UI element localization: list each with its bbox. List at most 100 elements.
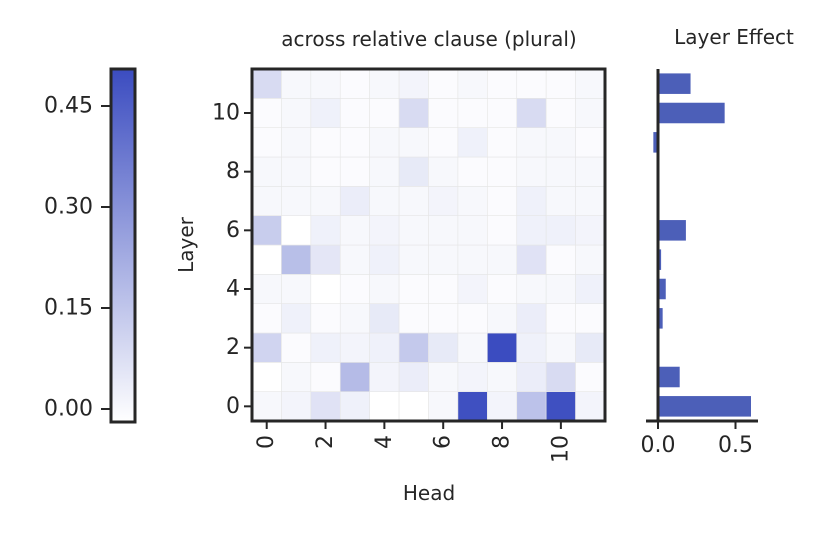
heatmap-cell	[339, 332, 370, 363]
heatmap-cell	[369, 362, 400, 392]
heatmap-cell	[310, 156, 341, 187]
heatmap-y-tick-label: 10	[212, 101, 240, 126]
heatmap-cell	[516, 98, 547, 128]
heatmap-cell	[575, 156, 606, 187]
heatmap-cell	[281, 68, 312, 99]
heatmap-cell	[339, 244, 370, 275]
heatmap-cell	[457, 215, 488, 246]
heatmap-cell	[575, 68, 606, 99]
colorbar: 0.00 0.15 0.30 0.45	[44, 67, 137, 424]
heatmap-y-tick-label: 6	[226, 218, 240, 243]
heatmap-cell	[310, 215, 341, 246]
heatmap-cell	[339, 362, 370, 392]
heatmap-cell	[281, 274, 312, 304]
heatmap-cell	[281, 186, 312, 216]
heatmap-frame	[250, 67, 607, 423]
heatmap-cell	[339, 68, 370, 99]
heatmap-cell	[516, 186, 547, 216]
heatmap-x-tick-label: 2	[313, 435, 338, 449]
heatmap-y-axis-label: Layer	[174, 216, 198, 273]
heatmap-cell	[339, 391, 370, 422]
heatmap-cell	[251, 244, 282, 275]
heatmap-cell	[575, 98, 606, 128]
heatmap-cell	[281, 332, 312, 363]
heatmap-cell	[457, 303, 488, 334]
heatmap-cell	[428, 332, 459, 363]
heatmap-cell	[310, 244, 341, 275]
heatmap-cell	[398, 362, 429, 392]
layer-effect-bar	[658, 366, 680, 388]
heatmap-cell	[516, 244, 547, 275]
heatmap-chart: across relative clause (plural) 0 2 4 6 8 10 …	[174, 27, 607, 505]
heatmap-cell	[516, 303, 547, 334]
heatmap-cell	[369, 303, 400, 334]
heatmap-cell	[339, 274, 370, 304]
heatmap-cell	[487, 391, 518, 422]
heatmap-cell	[487, 362, 518, 392]
heatmap-cell	[398, 244, 429, 275]
heatmap-cell	[575, 244, 606, 275]
layer-effect-bar	[658, 249, 662, 270]
layer-effect-bar	[658, 102, 725, 124]
heatmap-cell	[339, 186, 370, 216]
colorbar-tick-label: 0.00	[44, 397, 93, 422]
heatmap-cell	[251, 98, 282, 128]
heatmap-cell	[457, 332, 488, 363]
heatmap-cell	[398, 186, 429, 216]
heatmap-cell	[251, 127, 282, 158]
heatmap-cell	[310, 332, 341, 363]
heatmap-cell	[398, 156, 429, 187]
heatmap-x-axis-label: Head	[403, 481, 455, 505]
heatmap-cell	[516, 362, 547, 392]
layer-effect-bar	[653, 132, 658, 153]
heatmap-cell	[457, 244, 488, 275]
heatmap-cell	[281, 156, 312, 187]
heatmap-cell	[575, 332, 606, 363]
heatmap-cell	[251, 274, 282, 304]
heatmap-cell	[251, 215, 282, 246]
heatmap-cell	[516, 68, 547, 99]
heatmap-cell	[487, 127, 518, 158]
heatmap-cell	[310, 127, 341, 158]
heatmap-cell	[428, 303, 459, 334]
heatmap-cell	[310, 274, 341, 304]
heatmap-cell	[428, 244, 459, 275]
heatmap-cell	[398, 68, 429, 99]
heatmap-cell	[457, 391, 488, 422]
heatmap-cell	[516, 156, 547, 187]
heatmap-cell	[457, 186, 488, 216]
heatmap-cell	[428, 215, 459, 246]
layer-effect-x-tick-label: 0.5	[718, 433, 753, 458]
heatmap-y-tick-label: 8	[226, 159, 240, 184]
heatmap-cell	[575, 362, 606, 392]
heatmap-cell	[310, 68, 341, 99]
heatmap-cell	[575, 391, 606, 422]
heatmap-cell	[281, 362, 312, 392]
heatmap-cell	[487, 332, 518, 363]
heatmap-cell	[457, 127, 488, 158]
heatmap-x-tick-label: 0	[254, 435, 279, 449]
heatmap-x-tick-label: 6	[431, 435, 456, 449]
heatmap-cell	[487, 274, 518, 304]
heatmap-cell	[545, 68, 576, 99]
heatmap-x-tick-label: 10	[548, 435, 573, 463]
heatmap-cell	[545, 303, 576, 334]
heatmap-cell	[310, 362, 341, 392]
heatmap-cell	[251, 332, 282, 363]
heatmap-y-tick-label: 4	[226, 277, 240, 302]
layer-effect-x-ticks: 0.0 0.5	[641, 421, 753, 458]
heatmap-title: across relative clause (plural)	[281, 27, 576, 51]
heatmap-cell	[516, 215, 547, 246]
heatmap-y-tick-label: 2	[226, 335, 240, 360]
heatmap-cell	[369, 68, 400, 99]
heatmap-cell	[545, 186, 576, 216]
heatmap-cell	[545, 244, 576, 275]
heatmap-cells	[251, 68, 606, 422]
heatmap-cell	[428, 156, 459, 187]
heatmap-cell	[369, 391, 400, 422]
heatmap-cell	[310, 98, 341, 128]
heatmap-cell	[545, 391, 576, 422]
heatmap-cell	[487, 303, 518, 334]
heatmap-cell	[575, 215, 606, 246]
heatmap-cell	[457, 68, 488, 99]
